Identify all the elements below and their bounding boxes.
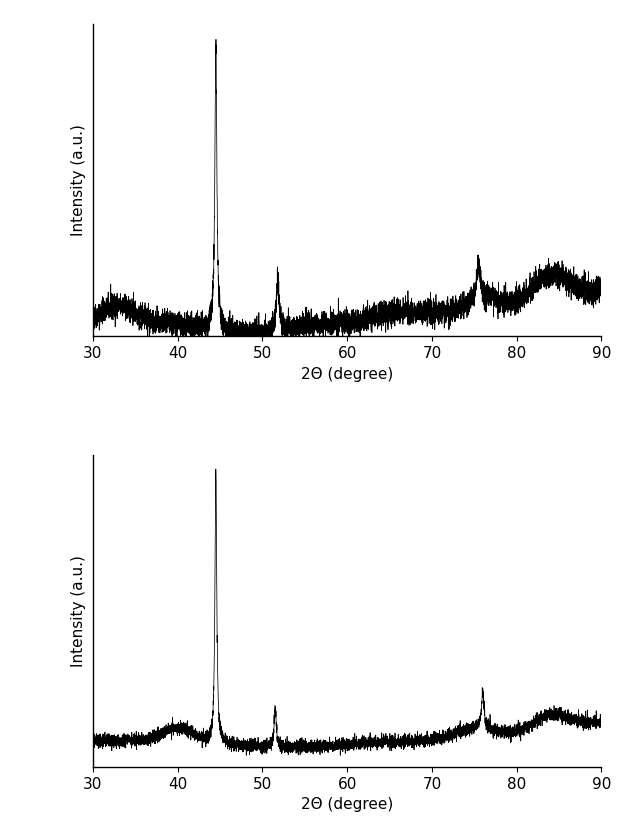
X-axis label: 2Θ (degree): 2Θ (degree): [301, 797, 393, 812]
X-axis label: 2Θ (degree): 2Θ (degree): [301, 366, 393, 382]
Y-axis label: Intensity (a.u.): Intensity (a.u.): [71, 125, 86, 237]
Y-axis label: Intensity (a.u.): Intensity (a.u.): [71, 555, 86, 667]
